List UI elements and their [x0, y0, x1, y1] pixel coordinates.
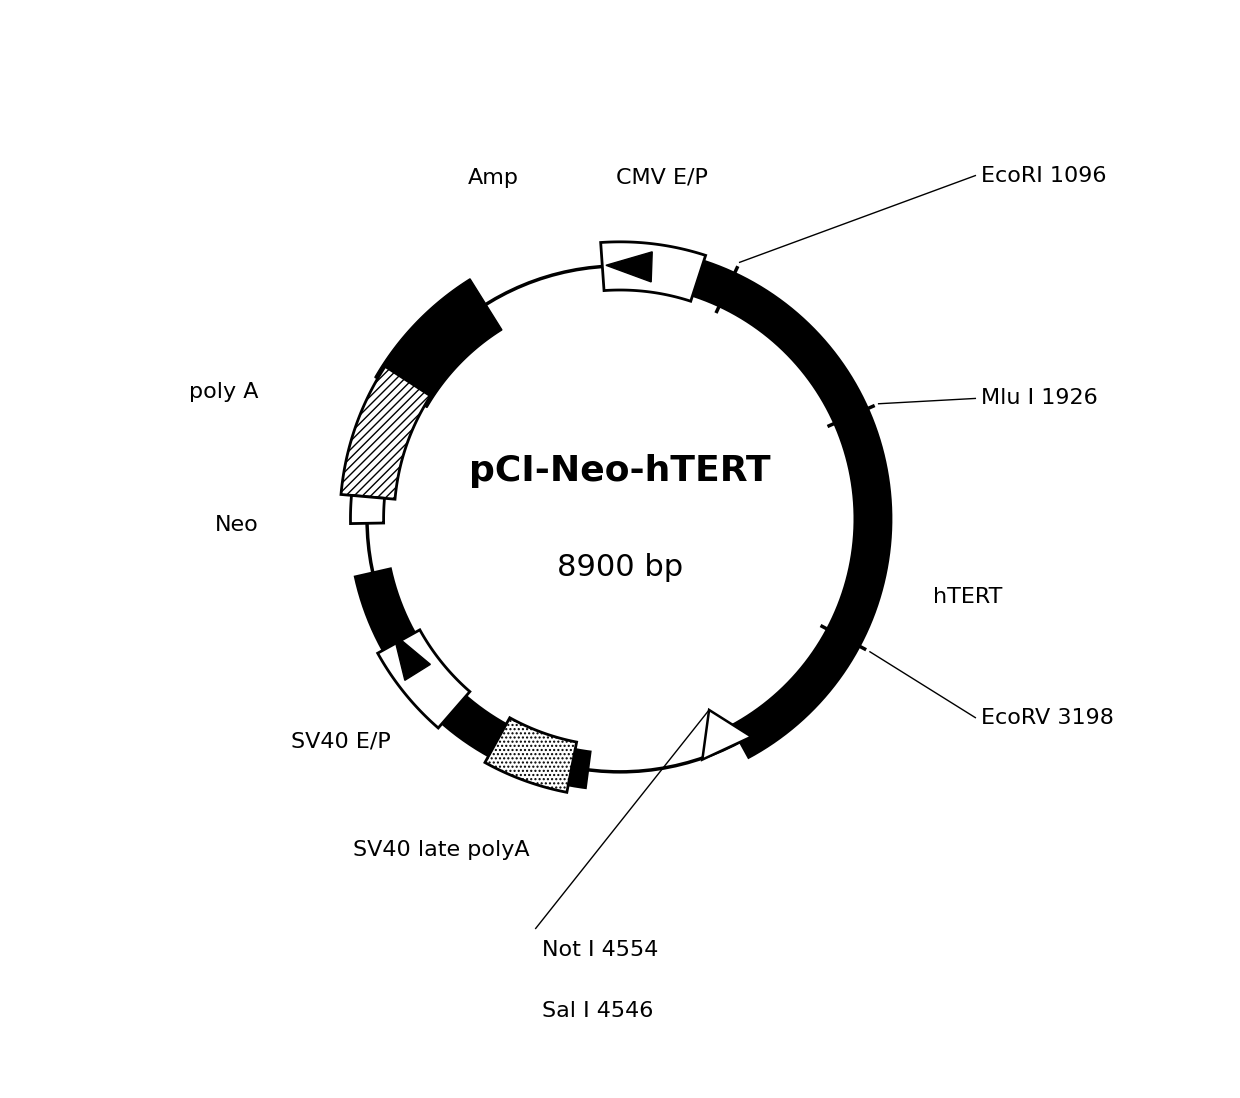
Text: poly A: poly A: [190, 382, 259, 402]
Polygon shape: [393, 634, 430, 681]
Polygon shape: [378, 630, 470, 728]
Text: SV40 E/P: SV40 E/P: [291, 731, 391, 752]
Text: Mlu I 1926: Mlu I 1926: [981, 389, 1099, 408]
Polygon shape: [485, 718, 577, 793]
Text: EcoRI 1096: EcoRI 1096: [981, 166, 1107, 186]
Text: Amp: Amp: [467, 168, 520, 188]
Polygon shape: [351, 495, 384, 524]
Text: Sal I 4546: Sal I 4546: [542, 1000, 653, 1021]
Text: EcoRV 3198: EcoRV 3198: [981, 707, 1115, 728]
Text: SV40 late polyA: SV40 late polyA: [353, 840, 529, 860]
Polygon shape: [600, 242, 706, 301]
Text: Neo: Neo: [215, 515, 259, 535]
Text: hTERT: hTERT: [934, 587, 1003, 607]
Polygon shape: [606, 251, 652, 282]
Text: pCI-Neo-hTERT: pCI-Neo-hTERT: [469, 453, 771, 488]
Text: CMV E/P: CMV E/P: [616, 168, 708, 188]
Text: 8900 bp: 8900 bp: [557, 552, 683, 582]
Polygon shape: [702, 710, 751, 760]
Polygon shape: [374, 279, 502, 407]
Text: Not I 4554: Not I 4554: [542, 941, 658, 961]
Polygon shape: [341, 367, 430, 500]
